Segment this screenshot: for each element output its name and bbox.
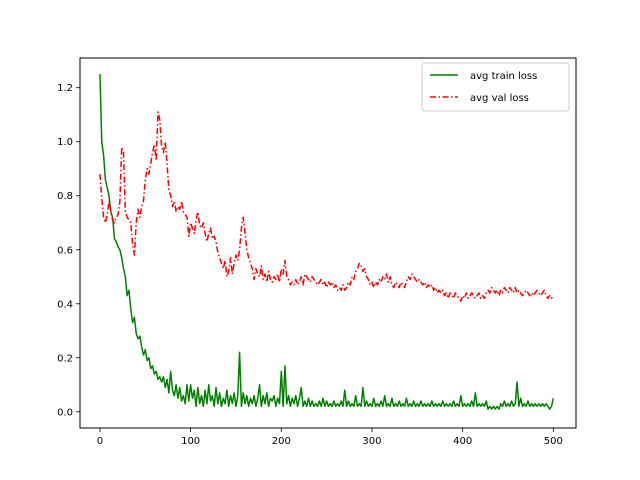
- x-tick-label: 0: [97, 436, 103, 447]
- y-tick-label: 0.0: [57, 407, 73, 418]
- legend-box: [421, 62, 570, 112]
- series-line-val: [99, 111, 554, 302]
- series-layer: [99, 74, 555, 410]
- x-tick-label: 200: [272, 436, 291, 447]
- legend-val-label: avg val loss: [470, 93, 529, 104]
- y-tick-label: 0.8: [57, 191, 73, 202]
- legend: avg train loss avg val loss: [421, 62, 570, 112]
- x-tick-label: 500: [544, 436, 563, 447]
- x-tick-label: 100: [181, 436, 200, 447]
- y-tick-label: 0.6: [57, 245, 73, 256]
- y-tick-label: 1.0: [57, 137, 73, 148]
- y-tick-label: 0.2: [57, 353, 73, 364]
- axes-frame: [79, 57, 577, 429]
- plot-area: [80, 58, 576, 428]
- series-line-train: [99, 74, 555, 410]
- y-axis: 0.0 0.2 0.4 0.6 0.8 1.0 1.2: [57, 83, 80, 418]
- x-axis: 0 100 200 300 400 500: [97, 428, 563, 447]
- y-tick-label: 0.4: [57, 299, 73, 310]
- x-tick-label: 400: [453, 436, 472, 447]
- y-tick-label: 1.2: [57, 83, 73, 94]
- x-tick-label: 300: [362, 436, 381, 447]
- legend-train-label: avg train loss: [470, 71, 537, 82]
